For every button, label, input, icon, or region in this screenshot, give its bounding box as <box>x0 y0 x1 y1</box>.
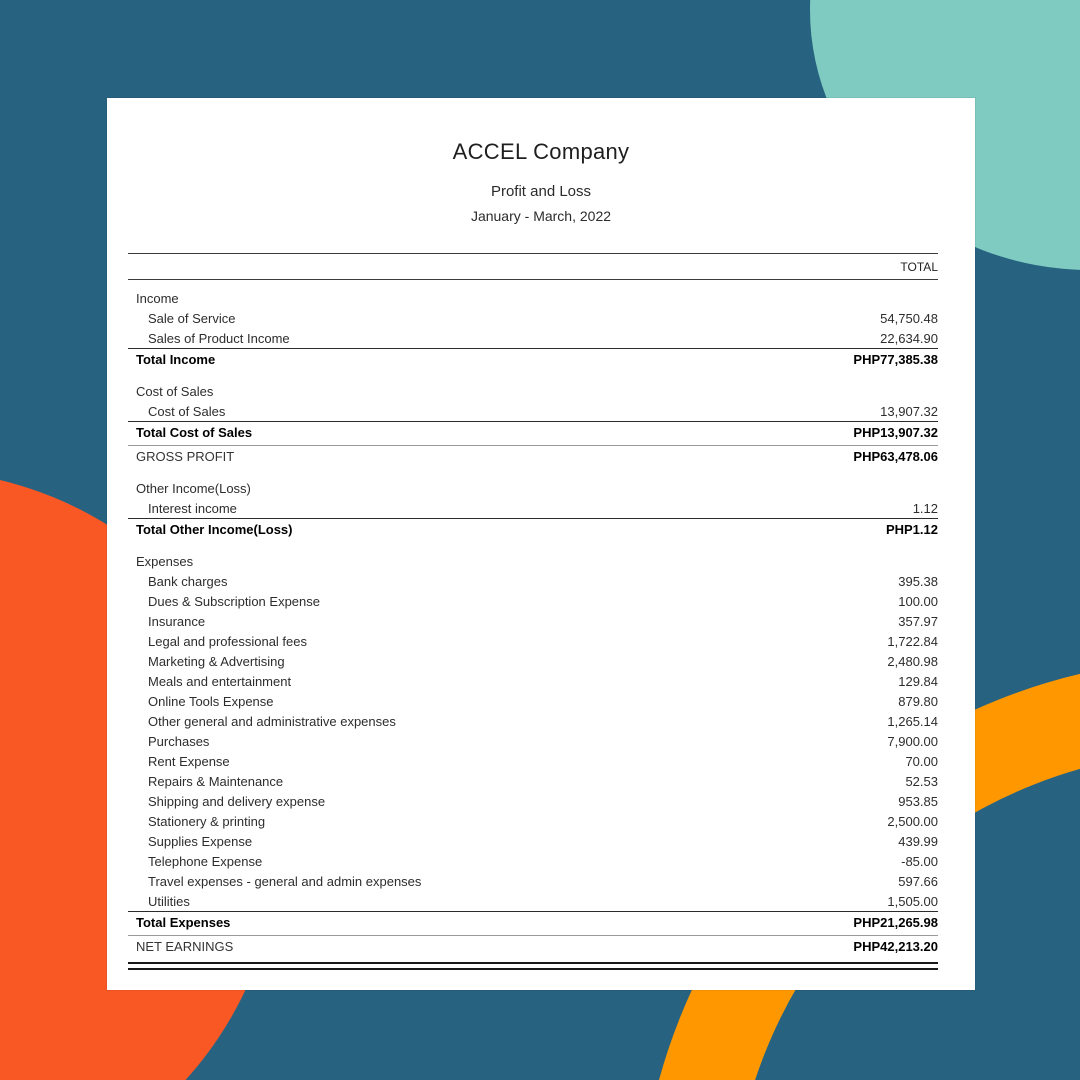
report-row: Total Cost of Sales PHP13,907.32 <box>128 421 938 442</box>
report-row: Purchases 7,900.00 <box>128 731 938 751</box>
row-value: 70.00 <box>905 753 938 769</box>
profit-loss-table: TOTAL Income Sale of Service 54,750.48 Sale… <box>128 253 938 970</box>
row-label: Total Cost of Sales <box>136 424 253 440</box>
report-row: Online Tools Expense 879.80 <box>128 691 938 711</box>
row-value: 1,265.14 <box>887 713 938 729</box>
row-value: 54,750.48 <box>880 310 938 326</box>
row-value: -85.00 <box>901 853 938 869</box>
row-label: Stationery & printing <box>148 813 266 829</box>
row-value: 597.66 <box>898 873 938 889</box>
row-value: PHP21,265.98 <box>853 914 938 930</box>
row-label: Supplies Expense <box>148 833 253 849</box>
total-column-header: TOTAL <box>900 259 938 274</box>
row-label: Rent Expense <box>148 753 230 769</box>
report-row: Repairs & Maintenance 52.53 <box>128 771 938 791</box>
row-value: 879.80 <box>898 693 938 709</box>
report-row: Expenses <box>128 551 938 571</box>
report-row: Bank charges 395.38 <box>128 571 938 591</box>
row-value: PHP1.12 <box>885 521 938 537</box>
row-value: 1.12 <box>912 500 938 516</box>
row-label: Other general and administrative expense… <box>148 713 396 729</box>
row-label: Total Expenses <box>136 914 231 930</box>
report-row: Supplies Expense 439.99 <box>128 831 938 851</box>
row-value: 52.53 <box>905 773 938 789</box>
report-row: Cost of Sales 13,907.32 <box>128 401 938 421</box>
row-label: Cost of Sales <box>136 383 214 399</box>
row-value: PHP63,478.06 <box>853 448 938 464</box>
report-row: Meals and entertainment 129.84 <box>128 671 938 691</box>
report-row: Legal and professional fees 1,722.84 <box>128 631 938 651</box>
row-label: Online Tools Expense <box>148 693 274 709</box>
row-label: Travel expenses - general and admin expe… <box>148 873 422 889</box>
report-row: Income <box>128 288 938 308</box>
row-value: PHP42,213.20 <box>853 938 938 954</box>
row-value: 1,722.84 <box>887 633 938 649</box>
row-label: Meals and entertainment <box>148 673 292 689</box>
bottom-double-rule <box>128 962 938 970</box>
report-row: Utilities 1,505.00 <box>128 891 938 911</box>
row-label: Legal and professional fees <box>148 633 308 649</box>
row-value: 129.84 <box>898 673 938 689</box>
row-value: 953.85 <box>898 793 938 809</box>
row-value: 2,500.00 <box>887 813 938 829</box>
row-label: Insurance <box>148 613 206 629</box>
report-row: Shipping and delivery expense 953.85 <box>128 791 938 811</box>
report-row: NET EARNINGS PHP42,213.20 <box>128 935 938 956</box>
row-label: Repairs & Maintenance <box>148 773 284 789</box>
report-row: Cost of Sales <box>128 381 938 401</box>
report-row: GROSS PROFIT PHP63,478.06 <box>128 445 938 466</box>
company-name: ACCEL Company <box>452 139 630 164</box>
report-row: Sales of Product Income 22,634.90 <box>128 328 938 348</box>
report-row: Insurance 357.97 <box>128 611 938 631</box>
report-row: Sale of Service 54,750.48 <box>128 308 938 328</box>
report-row: Total Other Income(Loss) PHP1.12 <box>128 518 938 539</box>
row-label: NET EARNINGS <box>136 938 234 954</box>
row-label: Sale of Service <box>148 310 236 326</box>
row-value: 395.38 <box>898 573 938 589</box>
row-label: Shipping and delivery expense <box>148 793 326 809</box>
row-label: Other Income(Loss) <box>136 480 251 496</box>
row-label: GROSS PROFIT <box>136 448 235 464</box>
report-title: Profit and Loss <box>490 183 592 200</box>
row-label: Utilities <box>148 893 190 909</box>
row-label: Total Other Income(Loss) <box>136 521 293 537</box>
row-label: Telephone Expense <box>148 853 263 869</box>
row-label: Total Income <box>136 351 216 367</box>
row-value: 2,480.98 <box>887 653 938 669</box>
report-row: Total Expenses PHP21,265.98 <box>128 911 938 932</box>
row-value: PHP13,907.32 <box>853 424 938 440</box>
row-label: Interest income <box>148 500 237 516</box>
row-value: 13,907.32 <box>880 403 938 419</box>
row-value: 1,505.00 <box>887 893 938 909</box>
row-label: Sales of Product Income <box>148 330 290 346</box>
table-column-header-row: TOTAL <box>128 253 938 280</box>
report-row: Marketing & Advertising 2,480.98 <box>128 651 938 671</box>
row-label: Cost of Sales <box>148 403 226 419</box>
row-label: Purchases <box>148 733 210 749</box>
report-period: January - March, 2022 <box>470 208 612 224</box>
report-page: ACCEL Company Profit and Loss January - … <box>107 98 975 990</box>
row-value: 100.00 <box>898 593 938 609</box>
report-header: ACCEL Company Profit and Loss January - … <box>107 98 975 225</box>
row-label: Dues & Subscription Expense <box>148 593 320 609</box>
row-value: 439.99 <box>898 833 938 849</box>
row-label: Marketing & Advertising <box>148 653 285 669</box>
row-value: PHP77,385.38 <box>853 351 938 367</box>
report-row: Other Income(Loss) <box>128 478 938 498</box>
report-row: Other general and administrative expense… <box>128 711 938 731</box>
row-label: Bank charges <box>148 573 228 589</box>
row-value: 357.97 <box>898 613 938 629</box>
report-row: Dues & Subscription Expense 100.00 <box>128 591 938 611</box>
report-row: Travel expenses - general and admin expe… <box>128 871 938 891</box>
row-value: 7,900.00 <box>887 733 938 749</box>
report-row: Rent Expense 70.00 <box>128 751 938 771</box>
row-label: Expenses <box>136 553 194 569</box>
report-row: Interest income 1.12 <box>128 498 938 518</box>
report-row: Total Income PHP77,385.38 <box>128 348 938 369</box>
report-row: Stationery & printing 2,500.00 <box>128 811 938 831</box>
report-rows: Income Sale of Service 54,750.48 Sales of P… <box>128 280 938 956</box>
report-row: Telephone Expense -85.00 <box>128 851 938 871</box>
row-label: Income <box>136 290 179 306</box>
row-value: 22,634.90 <box>880 330 938 346</box>
